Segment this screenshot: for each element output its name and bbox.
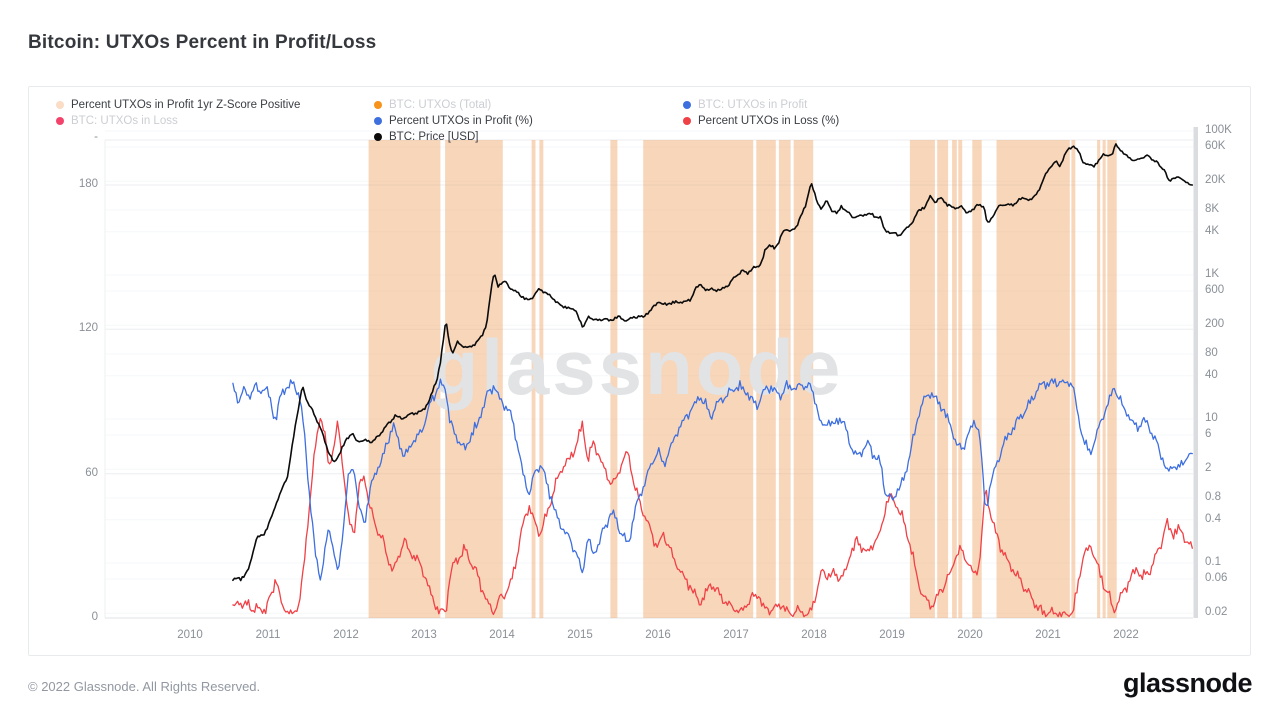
x-axis-tick-2021: 2021	[1035, 629, 1061, 641]
right-axis-tick-200: 200	[1205, 318, 1225, 330]
x-axis-tick-2016: 2016	[645, 629, 671, 641]
legend-item-btc-utxos-total[interactable]: BTC: UTXOs (Total)	[374, 98, 491, 112]
right-axis-tick-1K: 1K	[1205, 268, 1220, 280]
legend-dot	[374, 117, 382, 125]
legend-label: BTC: UTXOs (Total)	[389, 99, 492, 111]
right-axis-tick-10: 10	[1205, 412, 1218, 424]
left-axis-tick-180: 180	[78, 178, 98, 190]
right-axis-tick-40: 40	[1205, 369, 1218, 381]
legend-dot	[374, 133, 382, 141]
right-axis-tick-6: 6	[1205, 428, 1212, 440]
x-axis-tick-2012: 2012	[333, 629, 359, 641]
x-axis-tick-2019: 2019	[879, 629, 905, 641]
left-axis-dash: -	[94, 131, 98, 143]
right-axis-tick-4K: 4K	[1205, 225, 1220, 237]
x-axis-tick-2022: 2022	[1113, 629, 1139, 641]
x-axis-tick-2018: 2018	[801, 629, 827, 641]
legend-item-btc-utxos-in-profit[interactable]: BTC: UTXOs in Profit	[683, 98, 807, 112]
legend-label: BTC: UTXOs in Loss	[71, 115, 178, 127]
x-axis-tick-2017: 2017	[723, 629, 749, 641]
legend-label: Percent UTXOs in Profit (%)	[389, 115, 533, 127]
x-axis-tick-2014: 2014	[489, 629, 515, 641]
legend-item-percent-utxos-in-loss[interactable]: Percent UTXOs in Loss (%)	[683, 114, 839, 128]
legend-dot	[683, 117, 691, 125]
x-axis-tick-2020: 2020	[957, 629, 983, 641]
legend-dot	[374, 101, 382, 109]
left-axis-tick-0: 0	[91, 611, 98, 623]
legend-item-btc-price-usd[interactable]: BTC: Price [USD]	[374, 130, 478, 144]
series-percent-utxos-in-profit	[232, 378, 1193, 581]
footer-copyright: © 2022 Glassnode. All Rights Reserved.	[28, 679, 261, 694]
legend-dot	[683, 101, 691, 109]
right-axis-tick-60K: 60K	[1205, 140, 1226, 152]
left-axis-tick-120: 120	[78, 322, 98, 334]
glassnode-logo[interactable]: glassnode	[1122, 668, 1253, 698]
right-axis-tick-2: 2	[1205, 462, 1212, 474]
right-axis-tick-0.1: 0.1	[1205, 556, 1221, 568]
right-axis-tick-20K: 20K	[1205, 174, 1226, 186]
x-axis-tick-2011: 2011	[255, 629, 281, 641]
right-axis-tick-0.8: 0.8	[1205, 491, 1221, 503]
right-axis-tick-80: 80	[1205, 347, 1218, 359]
right-axis-tick-100K: 100K	[1205, 124, 1232, 136]
legend-label: Percent UTXOs in Profit 1yr Z-Score Posi…	[71, 99, 301, 111]
x-axis-tick-2013: 2013	[411, 629, 437, 641]
right-axis-tick-0.4: 0.4	[1205, 513, 1221, 525]
legend-dot	[56, 117, 64, 125]
series-btc-price-usd	[232, 143, 1194, 582]
right-axis-tick-0.02: 0.02	[1205, 606, 1228, 618]
page-title: Bitcoin: UTXOs Percent in Profit/Loss	[28, 32, 377, 53]
legend-label: BTC: Price [USD]	[389, 131, 479, 143]
x-axis-tick-2010: 2010	[177, 629, 203, 641]
right-axis-tick-8K: 8K	[1205, 203, 1220, 215]
x-axis-tick-2015: 2015	[567, 629, 593, 641]
series-percent-utxos-in-loss	[232, 417, 1193, 618]
legend-dot	[56, 101, 64, 109]
right-axis-tick-0.06: 0.06	[1205, 572, 1228, 584]
legend-label: BTC: UTXOs in Profit	[698, 99, 808, 111]
legend-item-percent-utxos-in-profit[interactable]: Percent UTXOs in Profit (%)	[374, 114, 533, 128]
legend-label: Percent UTXOs in Loss (%)	[698, 115, 840, 127]
right-axis-tick-600: 600	[1205, 284, 1225, 296]
legend-item-percent-utxos-in-profit-1yr-z-score-positive[interactable]: Percent UTXOs in Profit 1yr Z-Score Posi…	[56, 98, 300, 112]
left-axis-tick-60: 60	[85, 467, 98, 479]
legend-item-btc-utxos-in-loss[interactable]: BTC: UTXOs in Loss	[56, 114, 178, 128]
